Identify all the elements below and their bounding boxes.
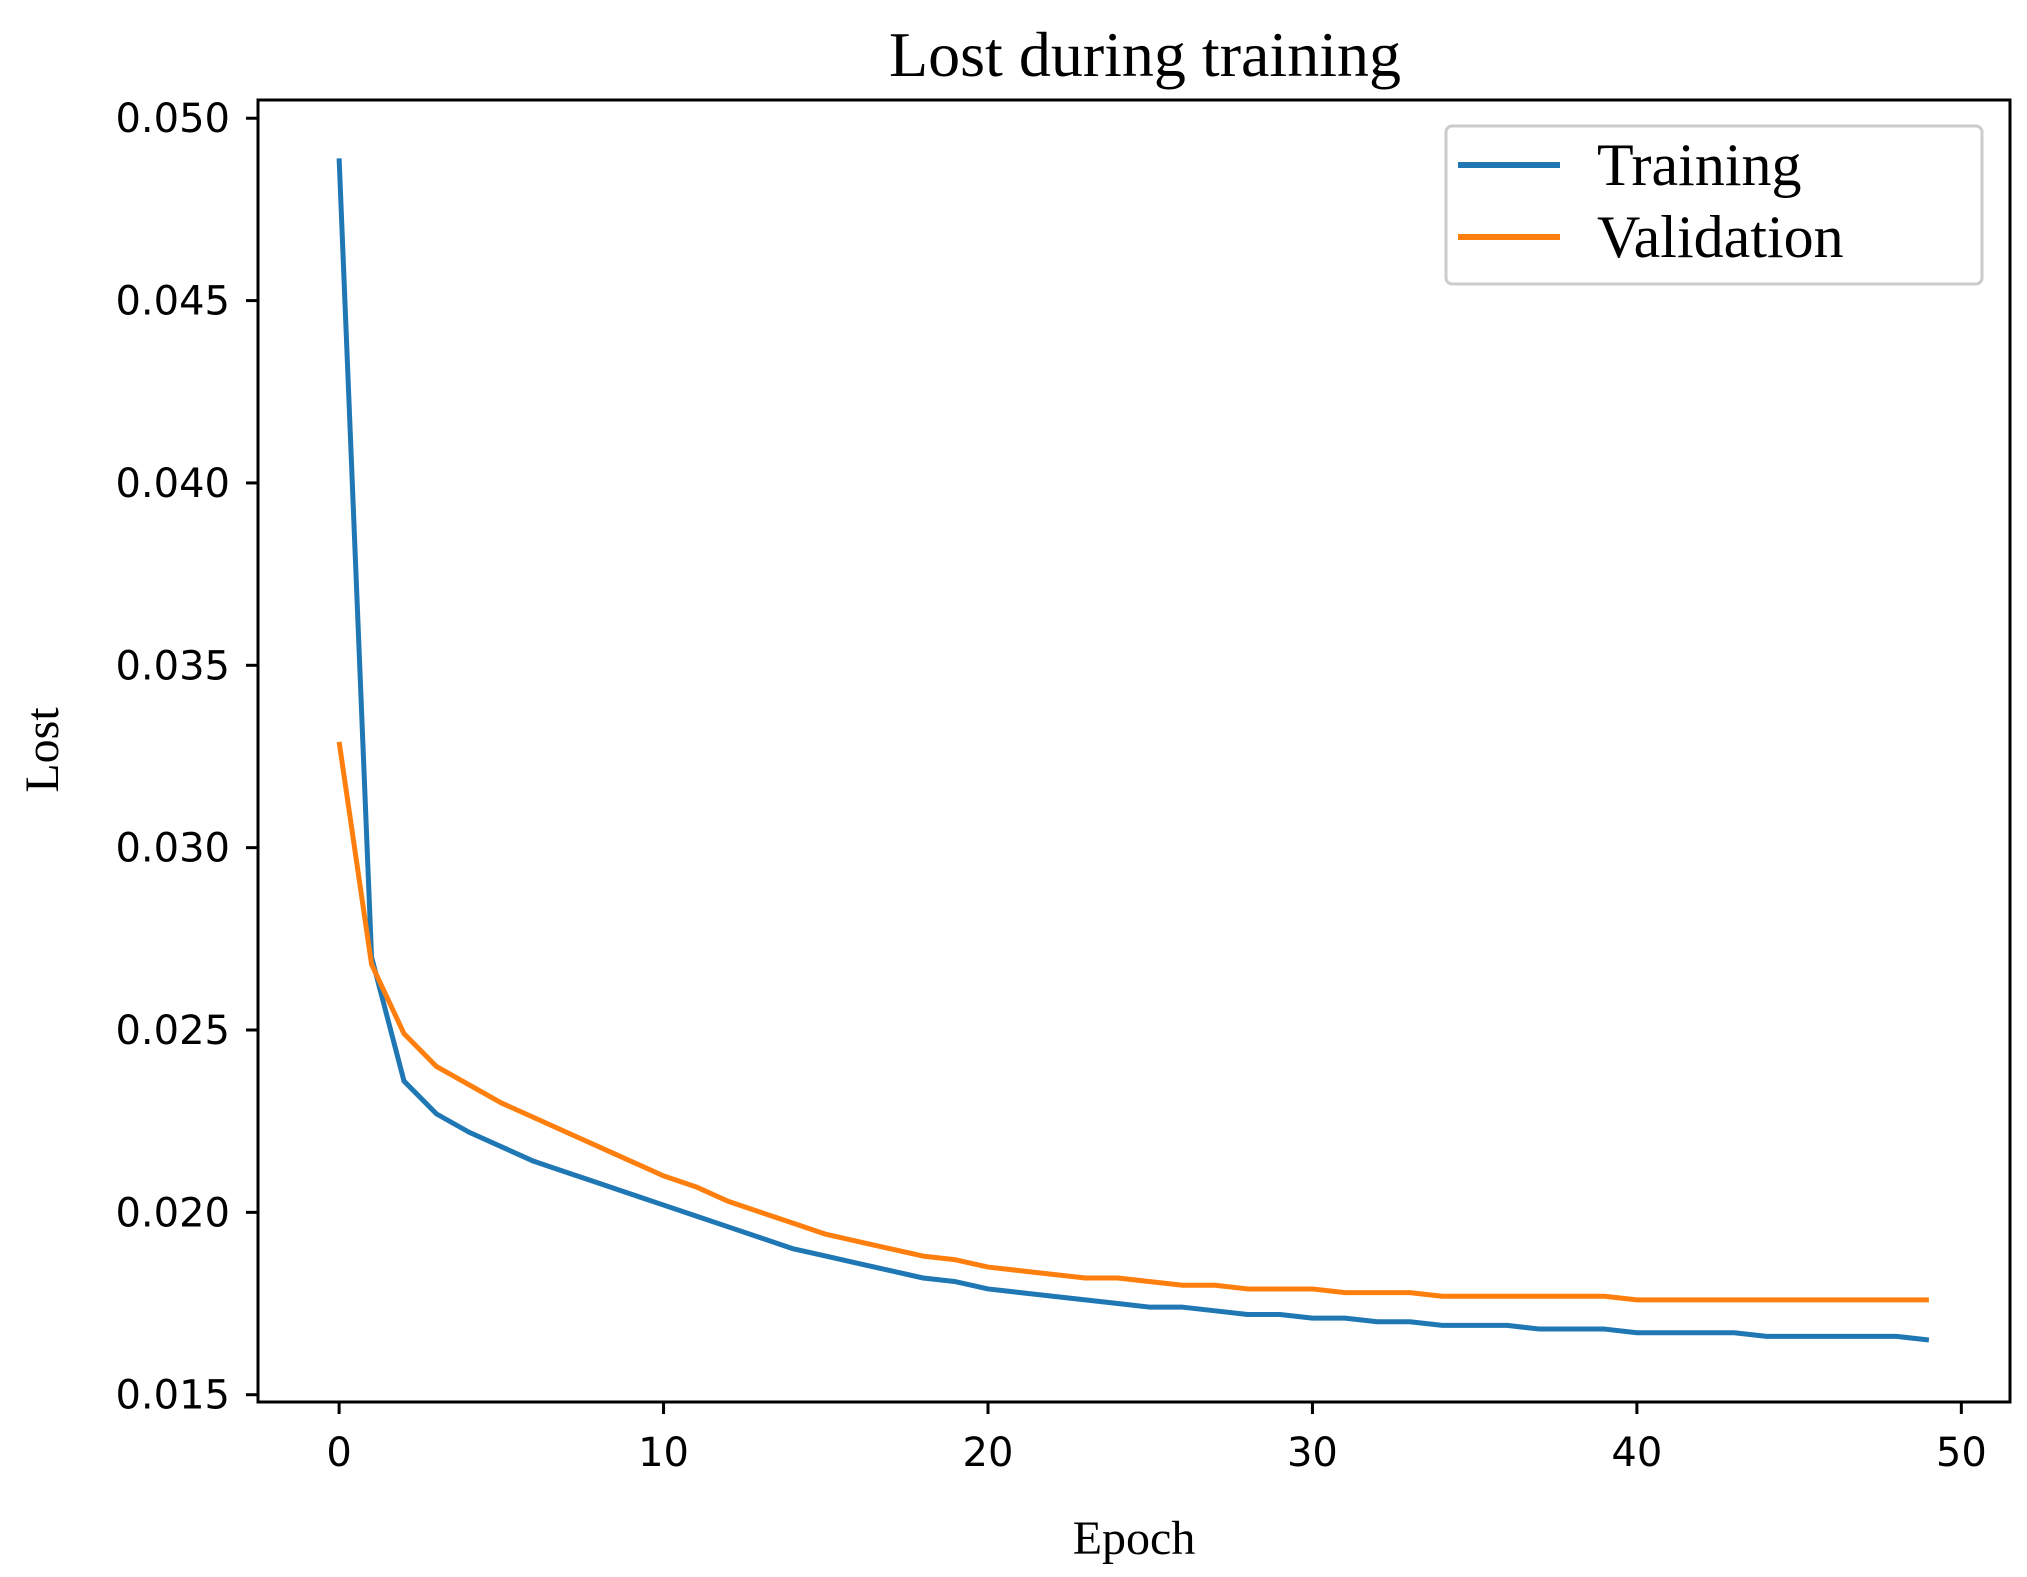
legend: Training Validation bbox=[1444, 124, 1984, 286]
y-tick-label: 0.050 bbox=[115, 96, 230, 142]
y-tick-label: 0.040 bbox=[115, 461, 230, 507]
x-tick-label: 30 bbox=[1287, 1430, 1338, 1476]
x-tick-label: 40 bbox=[1611, 1430, 1662, 1476]
x-axis-label: Epoch bbox=[1073, 1512, 1196, 1565]
y-tick-label: 0.025 bbox=[115, 1008, 230, 1054]
legend-box bbox=[1444, 124, 1984, 286]
y-axis-ticks: 0.015 0.020 0.025 0.030 0.035 0.040 0.045 0.050 bbox=[115, 96, 258, 1419]
legend-validation-label: Validation bbox=[1597, 204, 1844, 270]
chart-title: Lost during training bbox=[889, 19, 1401, 90]
legend-training-label: Training bbox=[1597, 132, 1802, 198]
plot-background bbox=[258, 100, 2010, 1402]
y-axis-label: Lost bbox=[16, 707, 69, 793]
series-line-training bbox=[336, 158, 1930, 1343]
x-axis-ticks: 0 10 20 30 40 50 bbox=[326, 1402, 1987, 1476]
plot-area bbox=[256, 98, 2012, 1404]
series-group bbox=[336, 158, 1930, 1343]
y-tick-label: 0.035 bbox=[115, 643, 230, 689]
plot-frame bbox=[256, 98, 2012, 1404]
x-tick-label: 20 bbox=[963, 1430, 1014, 1476]
x-tick-label: 0 bbox=[326, 1430, 351, 1476]
y-tick-label: 0.015 bbox=[115, 1373, 230, 1419]
y-tick-label: 0.030 bbox=[115, 826, 230, 872]
x-tick-label: 10 bbox=[638, 1430, 689, 1476]
y-tick-label: 0.020 bbox=[115, 1190, 230, 1236]
series-line-validation bbox=[336, 741, 1929, 1303]
y-tick-label: 0.045 bbox=[115, 279, 230, 325]
x-tick-label: 50 bbox=[1936, 1430, 1987, 1476]
